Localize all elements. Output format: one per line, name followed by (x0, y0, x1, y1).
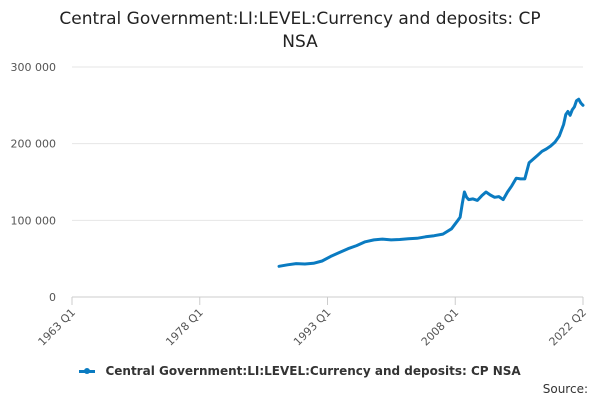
series-line[interactable] (277, 97, 585, 268)
legend[interactable]: Central Government:LI:LEVEL:Currency and… (0, 364, 600, 378)
source-label: Source: (542, 382, 588, 396)
x-tick-label: 2008 Q1 (419, 306, 462, 349)
y-tick-label: 0 (49, 291, 56, 304)
y-axis-tick-labels: 0 100 000 200 000 300 000 (11, 61, 57, 304)
gridlines (72, 66, 583, 298)
series-lines (277, 97, 585, 268)
chart-title-line-1: Central Government:LI:LEVEL:Currency and… (59, 9, 541, 29)
y-tick-label: 200 000 (11, 138, 57, 151)
x-tick-label: 1993 Q1 (291, 306, 334, 349)
legend-label: Central Government:LI:LEVEL:Currency and… (105, 364, 521, 378)
x-tick-label: 2022 Q2 (547, 306, 590, 349)
y-tick-label: 100 000 (11, 214, 57, 227)
x-tick-label: 1963 Q1 (36, 306, 79, 349)
chart-title: Central Government:LI:LEVEL:Currency and… (0, 8, 600, 54)
y-tick-label: 300 000 (11, 61, 57, 74)
legend-swatch-icon (79, 368, 96, 374)
x-tick-label: 1978 Q1 (163, 306, 206, 349)
chart-title-line-2: NSA (282, 32, 318, 52)
x-axis: 1963 Q1 1978 Q1 1993 Q1 2008 Q1 2022 Q2 (36, 297, 590, 349)
